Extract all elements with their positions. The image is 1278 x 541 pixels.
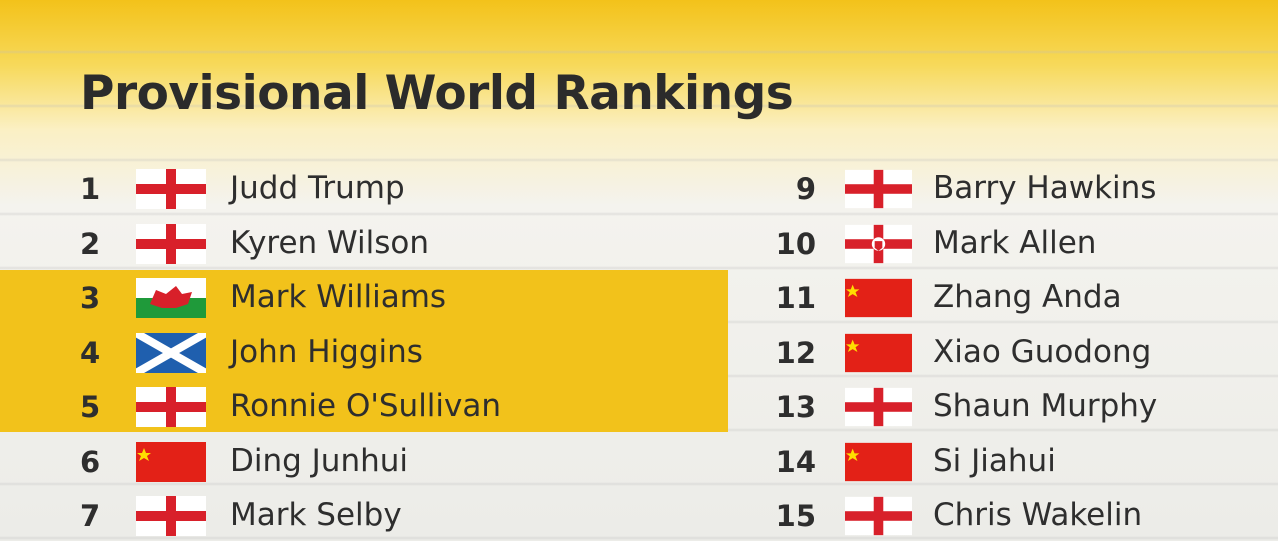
player-name: Ronnie O'Sullivan — [230, 388, 502, 424]
ranking-row: 13 Shaun Murphy — [760, 380, 1278, 434]
rank: 10 — [775, 226, 816, 261]
ranking-row: 14 Si Jiahui — [760, 435, 1278, 489]
rank: 11 — [775, 281, 816, 315]
rank: 6 — [80, 444, 101, 479]
ranking-row: 2 Kyren Wilson — [0, 217, 728, 271]
rank: 5 — [80, 390, 101, 424]
highlight-band — [0, 270, 728, 432]
player-name: Chris Wakelin — [933, 497, 1143, 533]
player-name: Xiao Guodong — [933, 333, 1152, 370]
rank: 12 — [775, 335, 816, 370]
player-name: John Higgins — [230, 333, 423, 370]
flag — [136, 333, 206, 373]
flag — [845, 169, 912, 209]
rank: 3 — [80, 281, 101, 315]
flag — [845, 442, 912, 481]
flag — [136, 441, 206, 482]
flag — [845, 387, 912, 427]
flag — [136, 278, 206, 318]
flag — [845, 224, 912, 263]
player-name: Judd Trump — [230, 170, 405, 206]
flag — [136, 169, 206, 209]
ranking-row: 10 Mark Allen — [760, 217, 1278, 271]
ranking-row: 6 Ding Junhui — [0, 435, 728, 489]
player-name: Barry Hawkins — [933, 170, 1157, 206]
rank: 14 — [775, 444, 816, 479]
ranking-row: 12 Xiao Guodong — [760, 326, 1278, 380]
player-name: Kyren Wilson — [230, 224, 430, 261]
ranking-row: 3 Mark Williams — [0, 271, 728, 325]
title: Provisional World Rankings — [80, 66, 794, 121]
rank: 9 — [795, 172, 816, 206]
player-name: Shaun Murphy — [933, 388, 1158, 424]
flag — [845, 496, 912, 536]
flag — [845, 278, 912, 318]
rank: 7 — [80, 499, 101, 533]
flag — [136, 387, 206, 427]
rank: 1 — [80, 172, 101, 206]
flag — [136, 223, 206, 264]
flag — [136, 496, 206, 536]
player-name: Zhang Anda — [933, 279, 1122, 315]
ranking-row: 7 Mark Selby — [0, 489, 728, 541]
ranking-row: 5 Ronnie O'Sullivan — [0, 380, 728, 434]
rank: 13 — [775, 390, 816, 424]
ranking-row: 4 John Higgins — [0, 326, 728, 380]
rank: 15 — [775, 499, 816, 533]
flag — [845, 333, 912, 372]
player-name: Ding Junhui — [230, 442, 409, 479]
player-name: Mark Selby — [230, 497, 402, 533]
ranking-row: 15 Chris Wakelin — [760, 489, 1278, 541]
ranking-row: 9 Barry Hawkins — [760, 162, 1278, 216]
player-name: Mark Allen — [933, 224, 1097, 261]
rank: 4 — [80, 335, 101, 370]
player-name: Mark Williams — [230, 279, 447, 315]
player-name: Si Jiahui — [933, 442, 1056, 479]
rank: 2 — [80, 226, 101, 261]
ranking-row: 1 Judd Trump — [0, 162, 728, 216]
ranking-row: 11 Zhang Anda — [760, 271, 1278, 325]
